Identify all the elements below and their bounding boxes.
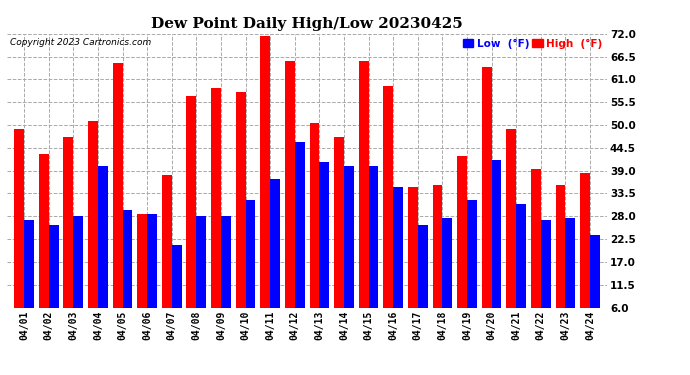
Bar bbox=[270, 179, 280, 308]
Bar bbox=[590, 235, 600, 308]
Bar bbox=[236, 92, 246, 308]
Bar bbox=[580, 173, 590, 308]
Bar bbox=[14, 129, 24, 308]
Bar bbox=[137, 214, 147, 308]
Bar bbox=[482, 67, 491, 308]
Bar bbox=[384, 86, 393, 308]
Bar bbox=[112, 63, 123, 308]
Bar bbox=[344, 166, 354, 308]
Bar bbox=[260, 36, 270, 308]
Title: Dew Point Daily High/Low 20230425: Dew Point Daily High/Low 20230425 bbox=[151, 17, 463, 31]
Bar bbox=[123, 210, 132, 308]
Bar bbox=[221, 216, 230, 308]
Bar bbox=[491, 160, 502, 308]
Bar bbox=[368, 166, 378, 308]
Bar bbox=[186, 96, 197, 308]
Bar bbox=[467, 200, 477, 308]
Bar bbox=[39, 154, 49, 308]
Bar bbox=[457, 156, 467, 308]
Bar bbox=[73, 216, 83, 308]
Bar bbox=[433, 185, 442, 308]
Bar bbox=[147, 214, 157, 308]
Bar bbox=[531, 168, 541, 308]
Bar bbox=[408, 187, 417, 308]
Text: Copyright 2023 Cartronics.com: Copyright 2023 Cartronics.com bbox=[10, 38, 151, 47]
Bar bbox=[49, 225, 59, 308]
Bar bbox=[63, 138, 73, 308]
Bar bbox=[417, 225, 428, 308]
Bar bbox=[98, 166, 108, 308]
Bar bbox=[295, 142, 304, 308]
Bar bbox=[555, 185, 565, 308]
Bar bbox=[246, 200, 255, 308]
Bar bbox=[211, 88, 221, 308]
Bar bbox=[88, 121, 98, 308]
Bar bbox=[285, 61, 295, 308]
Bar bbox=[393, 187, 403, 308]
Bar bbox=[24, 220, 34, 308]
Legend: Low  (°F), High  (°F): Low (°F), High (°F) bbox=[459, 35, 606, 53]
Bar bbox=[359, 61, 368, 308]
Bar bbox=[334, 138, 344, 308]
Bar bbox=[541, 220, 551, 308]
Bar bbox=[197, 216, 206, 308]
Bar bbox=[442, 218, 452, 308]
Bar bbox=[319, 162, 329, 308]
Bar bbox=[506, 129, 516, 308]
Bar bbox=[172, 245, 181, 308]
Bar bbox=[162, 175, 172, 308]
Bar bbox=[516, 204, 526, 308]
Bar bbox=[310, 123, 319, 308]
Bar bbox=[565, 218, 575, 308]
